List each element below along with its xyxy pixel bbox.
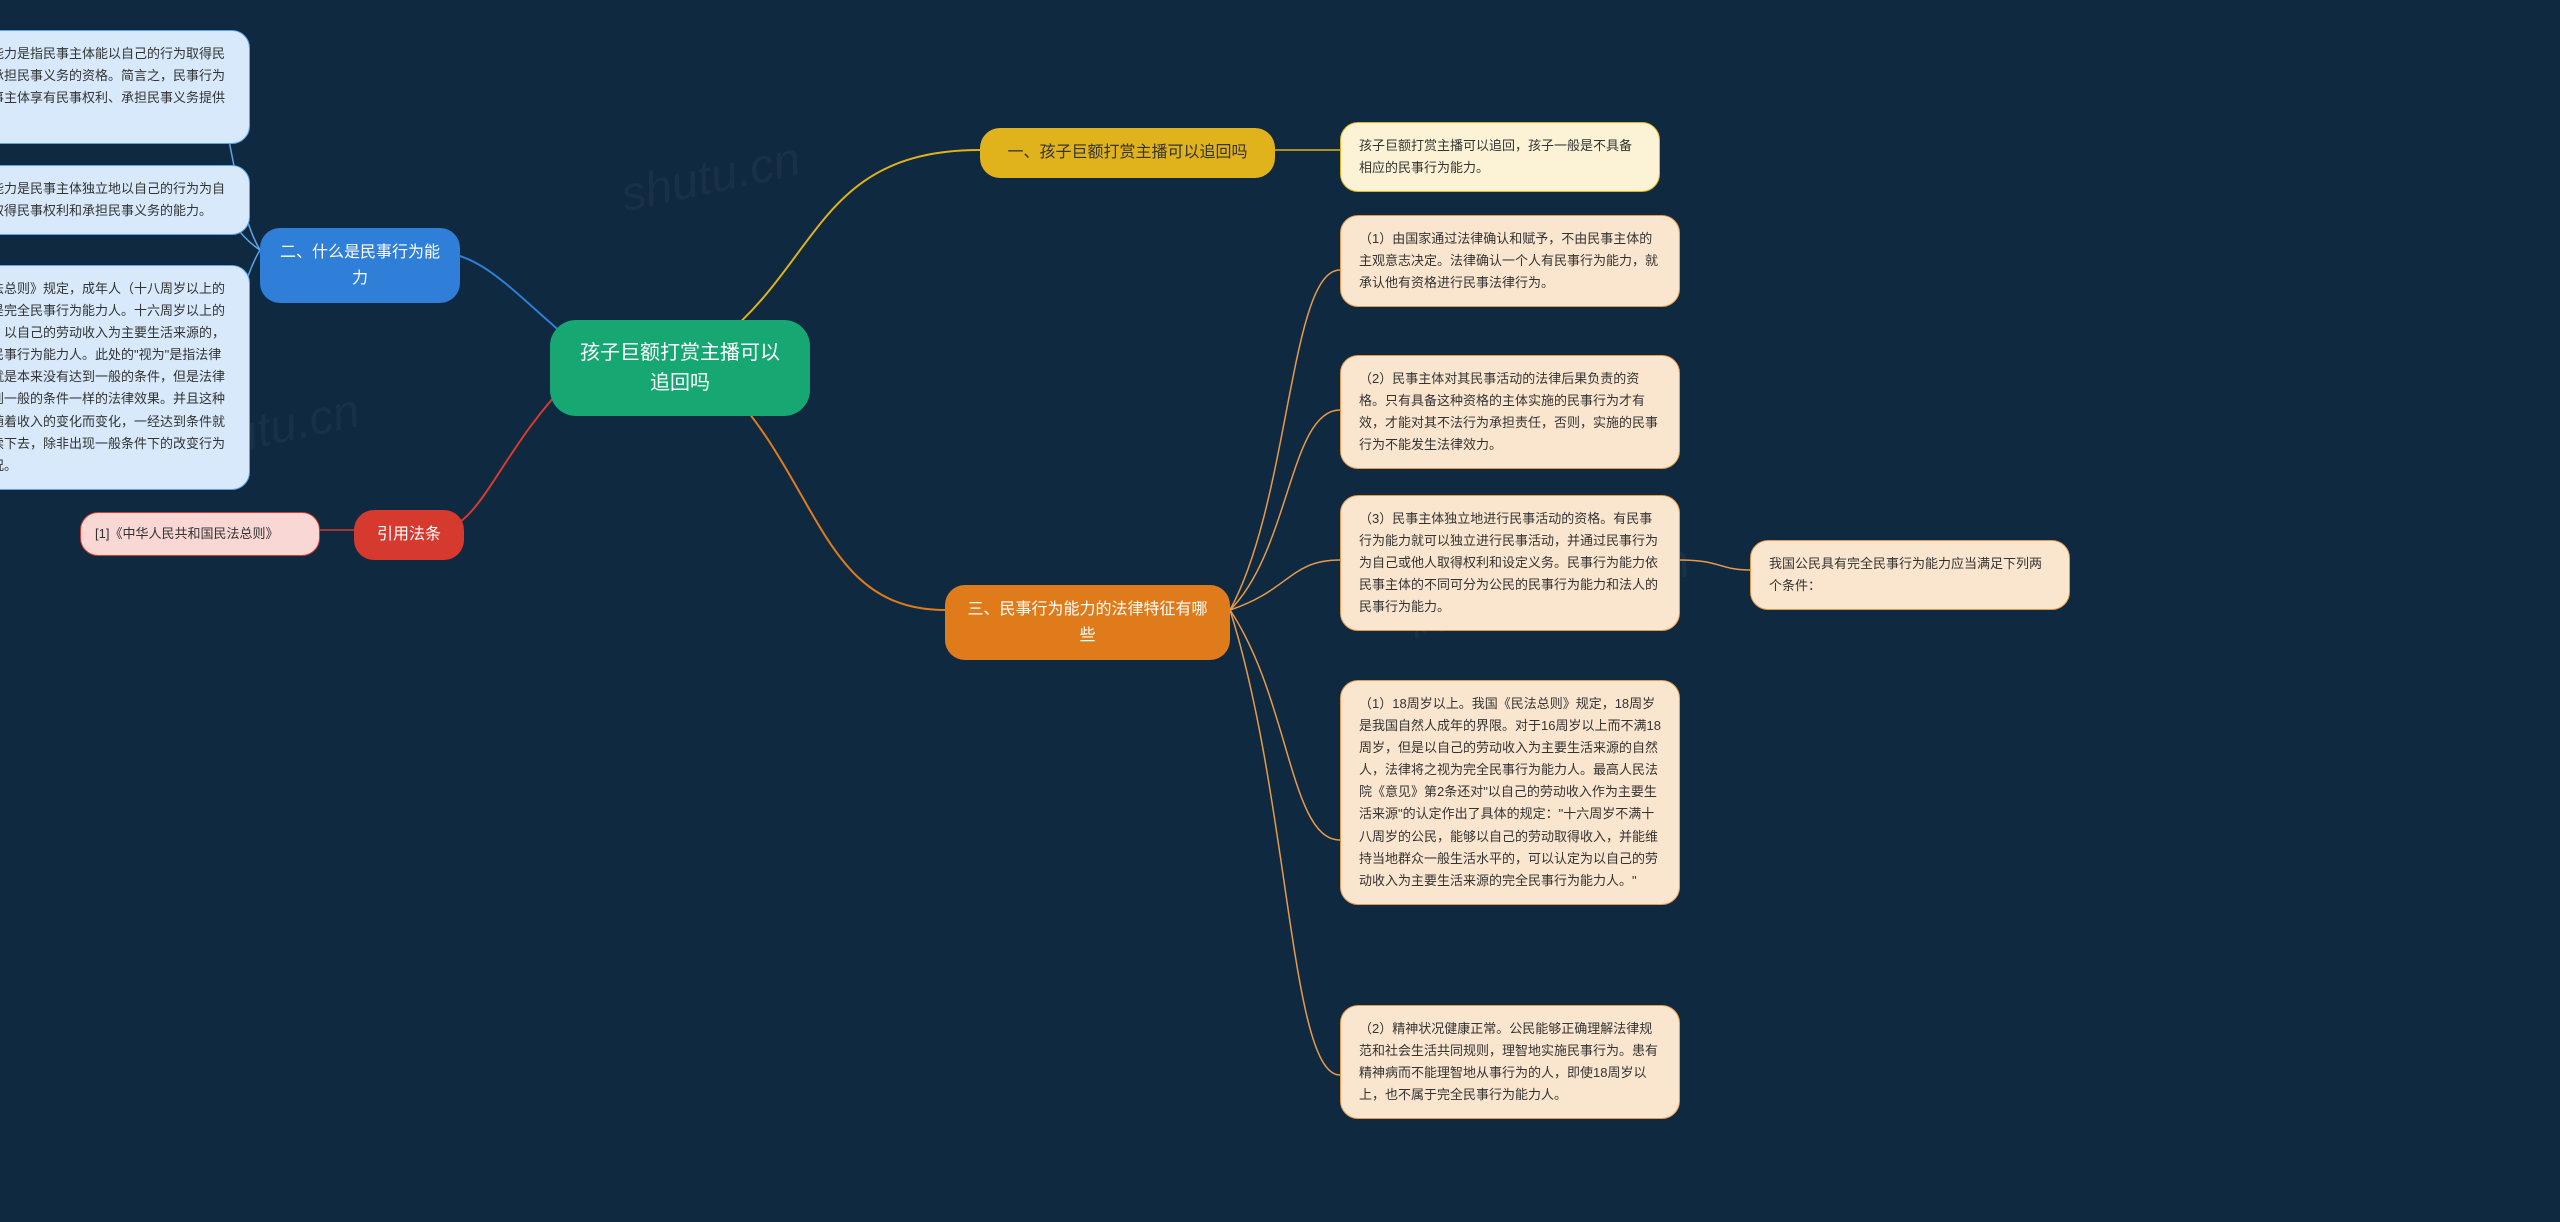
branch-3[interactable]: 三、民事行为能力的法律特征有哪些 — [945, 585, 1230, 660]
mindmap-edges — [0, 0, 2560, 1222]
branch-2[interactable]: 二、什么是民事行为能力 — [260, 228, 460, 303]
branch-3-leaf-2: （2）民事主体对其民事活动的法律后果负责的资格。只有具备这种资格的主体实施的民事… — [1340, 355, 1680, 469]
watermark: shutu.cn — [616, 132, 805, 224]
branch-3-leaf-1: （1）由国家通过法律确认和赋予，不由民事主体的主观意志决定。法律确认一个人有民事… — [1340, 215, 1680, 307]
branch-2-leaf-1: 民事行为能力是指民事主体能以自己的行为取得民事权利、承担民事义务的资格。简言之，… — [0, 30, 250, 144]
branch-1-leaf-1: 孩子巨额打赏主播可以追回，孩子一般是不具备相应的民事行为能力。 — [1340, 122, 1660, 192]
branch-3-leaf-3-sub: 我国公民具有完全民事行为能力应当满足下列两个条件： — [1750, 540, 2070, 610]
branch-3-leaf-4: （1）18周岁以上。我国《民法总则》规定，18周岁是我国自然人成年的界限。对于1… — [1340, 680, 1680, 905]
branch-4-leaf-1: [1]《中华人民共和国民法总则》 — [80, 512, 320, 556]
branch-4[interactable]: 引用法条 — [354, 510, 464, 560]
branch-2-leaf-2: 民事行为能力是民事主体独立地以自己的行为为自己或他人取得民事权利和承担民事义务的… — [0, 165, 250, 235]
branch-1[interactable]: 一、孩子巨额打赏主播可以追回吗 — [980, 128, 1275, 178]
branch-3-leaf-5: （2）精神状况健康正常。公民能够正确理解法律规范和社会生活共同规则，理智地实施民… — [1340, 1005, 1680, 1119]
root-node[interactable]: 孩子巨额打赏主播可以追回吗 — [550, 320, 810, 416]
branch-3-leaf-3: （3）民事主体独立地进行民事活动的资格。有民事行为能力就可以独立进行民事活动，并… — [1340, 495, 1680, 631]
branch-2-leaf-3: 我国《民法总则》规定，成年人（十八周岁以上的自然人）是完全民事行为能力人。十六周… — [0, 265, 250, 490]
